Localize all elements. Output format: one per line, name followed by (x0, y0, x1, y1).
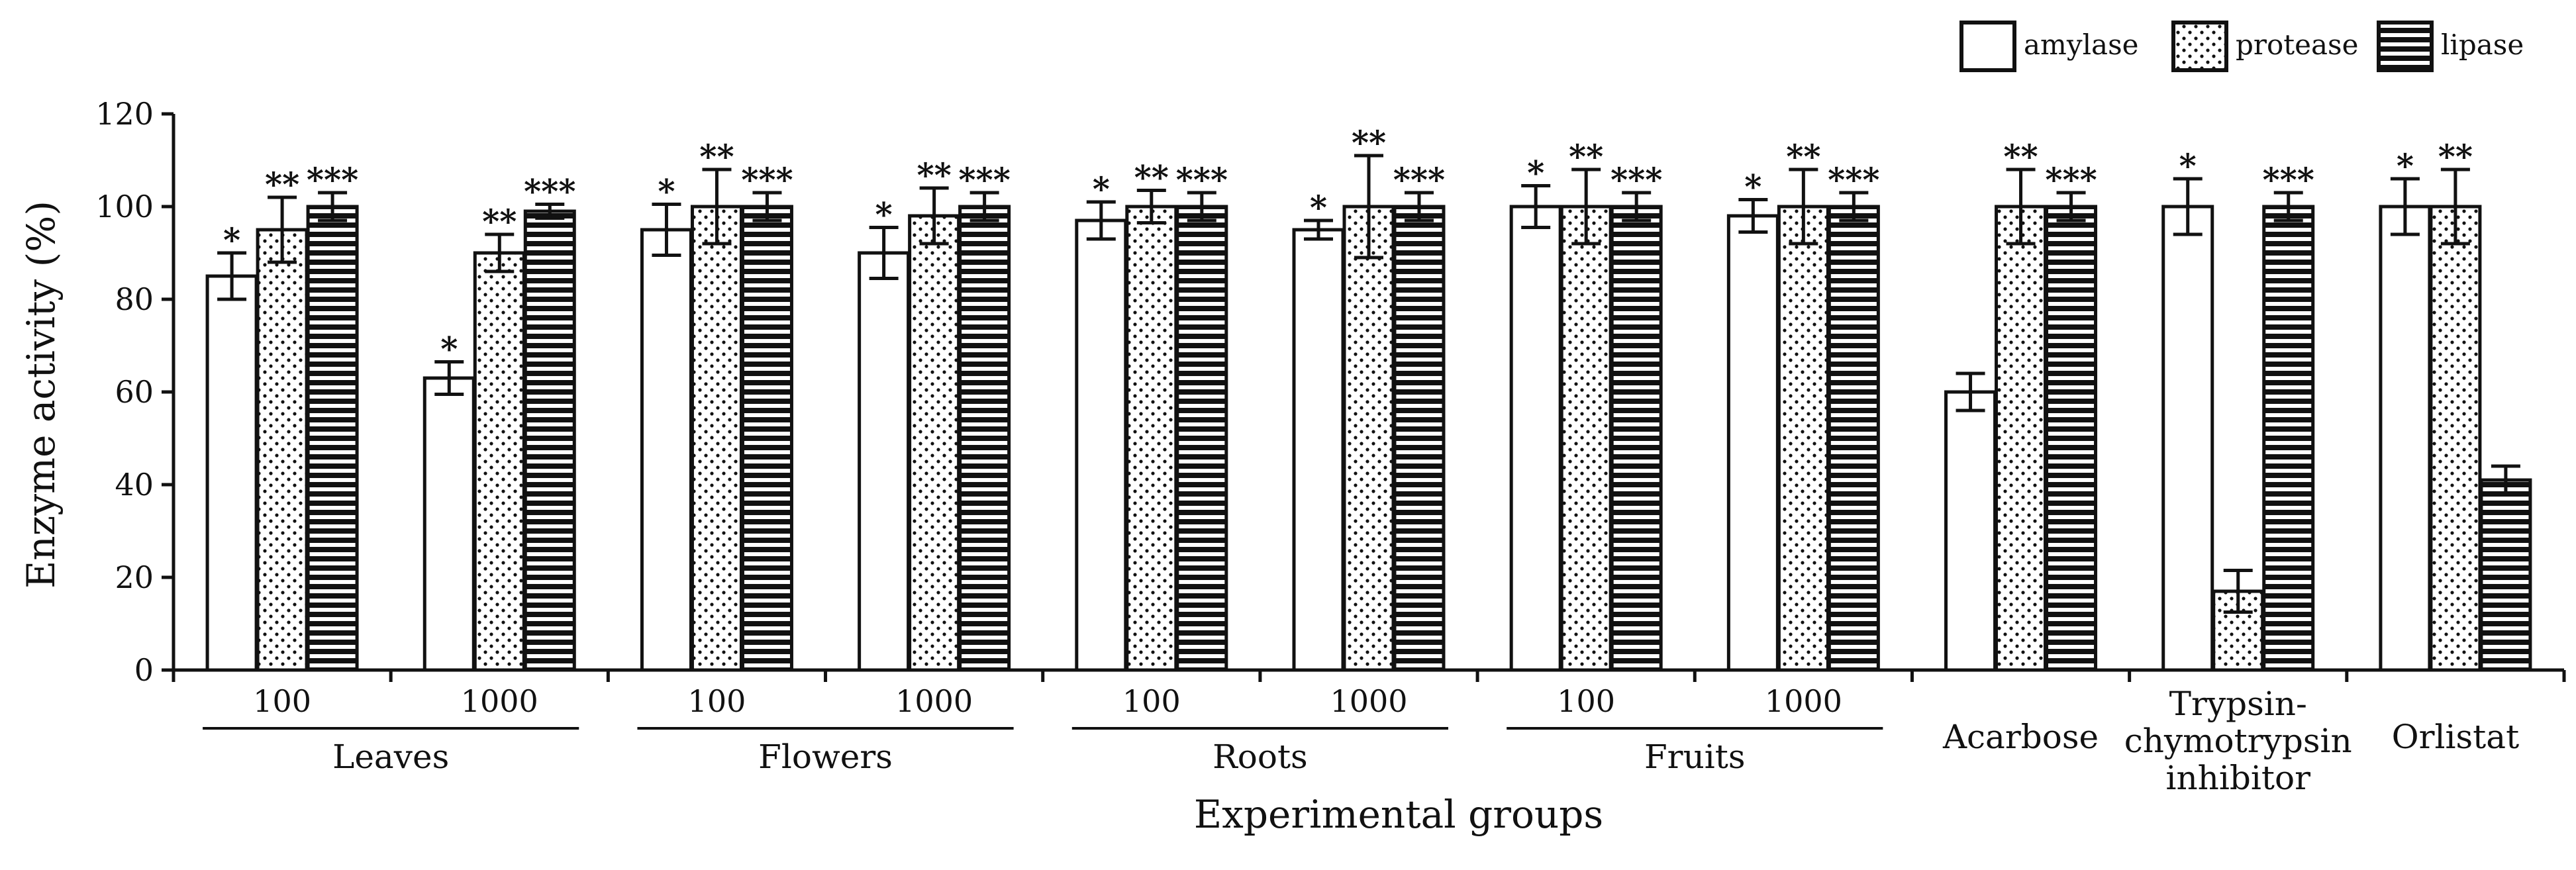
bars: *** ********* ********* *** * ** ********* * ***… (205, 123, 2532, 672)
bar-protease (1342, 205, 1395, 672)
significance-mark: *** (307, 160, 358, 199)
legend-swatch-protease (2171, 21, 2228, 72)
significance-mark: ** (1134, 158, 1169, 197)
significance-mark: * (875, 195, 893, 234)
significance-mark: ** (916, 156, 951, 195)
significance-mark: * (1527, 154, 1544, 193)
x-axis-title: Experimental groups (1194, 792, 1603, 837)
bar-amylase (205, 274, 258, 672)
significance-mark: ** (1569, 137, 1603, 176)
bar-lipase (1827, 205, 1880, 672)
category-label: Trypsin- (2169, 685, 2307, 723)
bar-lipase (2479, 478, 2532, 672)
y-tick-label: 0 (134, 652, 154, 688)
category-label: 1000 (895, 683, 973, 719)
y-axis-title: Enzyme activity (%) (19, 201, 64, 589)
bar-lipase (1610, 205, 1663, 672)
bar-protease (690, 205, 743, 672)
bar-lipase (306, 205, 359, 672)
significance-mark: * (658, 172, 675, 211)
group-label-flowers: Flowers (758, 738, 893, 776)
significance-mark: ** (1786, 137, 1820, 176)
legend: amylase protease lipase (1959, 21, 2524, 72)
bar-amylase (1509, 205, 1562, 672)
legend-label-amylase: amylase (2024, 28, 2138, 61)
bar-amylase (2161, 205, 2214, 672)
category-label: chymotrypsin (2124, 722, 2352, 760)
y-tick-label: 100 (95, 189, 154, 224)
category-label: 100 (253, 683, 311, 719)
bar-protease (908, 214, 961, 672)
significance-mark: ** (1352, 123, 1386, 162)
y-tick-label: 40 (115, 467, 154, 503)
y-tick-label: 80 (115, 281, 154, 317)
category-labels: 100 1000 100 1000 100 1000 100 1000 Acarbose Tryp… (203, 683, 2519, 797)
category-label: inhibitor (2165, 759, 2310, 797)
y-tick-label: 20 (115, 559, 154, 595)
significance-mark: *** (2045, 160, 2097, 199)
significance-mark: *** (1828, 160, 1879, 199)
bar-protease (1995, 205, 2048, 672)
category-label: Orlistat (2392, 718, 2520, 756)
group-label-roots: Roots (1213, 738, 1308, 776)
significance-mark: * (2179, 146, 2197, 185)
bar-lipase (740, 205, 793, 672)
significance-mark: *** (524, 172, 575, 211)
category-label: 1000 (1765, 683, 1842, 719)
significance-mark: *** (741, 160, 793, 199)
bar-protease (1560, 205, 1612, 672)
y-tick-label: 120 (95, 96, 154, 132)
significance-mark: *** (1610, 160, 1662, 199)
category-label: Acarbose (1942, 718, 2099, 756)
significance-mark: ** (699, 137, 734, 176)
bar-amylase (422, 376, 475, 672)
legend-label-lipase: lipase (2441, 28, 2524, 61)
category-label: 100 (688, 683, 746, 719)
significance-mark: *** (1393, 160, 1445, 199)
bar-lipase (523, 209, 576, 672)
bar-protease (2429, 205, 2482, 672)
group-label-leaves: Leaves (332, 738, 449, 776)
bar-amylase (1944, 390, 1997, 672)
legend-swatch-amylase (1959, 21, 2016, 72)
category-label: 100 (1557, 683, 1615, 719)
significance-mark: ** (482, 202, 517, 241)
significance-mark: ** (2003, 137, 2038, 176)
bar-protease (1125, 205, 1178, 672)
significance-mark: ** (2438, 137, 2473, 176)
bar-amylase (2379, 205, 2432, 672)
category-label: 1000 (461, 683, 538, 719)
significance-mark: * (440, 330, 458, 369)
bar-protease (473, 251, 526, 672)
significance-mark: *** (958, 160, 1010, 199)
bar-lipase (958, 205, 1011, 672)
significance-mark: ** (265, 165, 299, 204)
category-label: 100 (1122, 683, 1181, 719)
category-label: 1000 (1330, 683, 1407, 719)
significance-mark: *** (1176, 160, 1228, 199)
bar-lipase (1393, 205, 1446, 672)
significance-mark: *** (2263, 160, 2314, 199)
bar-amylase (1726, 214, 1779, 672)
legend-label-protease: protease (2236, 28, 2358, 61)
bar-amylase (640, 228, 693, 672)
significance-mark: * (2397, 146, 2414, 185)
significance-mark: * (1744, 168, 1761, 207)
bar-amylase (1075, 218, 1128, 672)
bar-lipase (2045, 205, 2098, 672)
bar-lipase (2262, 205, 2315, 672)
bar-protease (256, 228, 309, 672)
bar-amylase (858, 251, 911, 672)
group-label-fruits: Fruits (1644, 738, 1746, 776)
significance-mark: * (1310, 188, 1327, 227)
bar-protease (1777, 205, 1830, 672)
bar-amylase (1292, 228, 1345, 672)
significance-mark: * (223, 220, 240, 260)
bar-lipase (1175, 205, 1228, 672)
y-tick-label: 60 (115, 374, 154, 410)
significance-mark: * (1093, 169, 1110, 209)
legend-swatch-lipase (2377, 21, 2434, 72)
